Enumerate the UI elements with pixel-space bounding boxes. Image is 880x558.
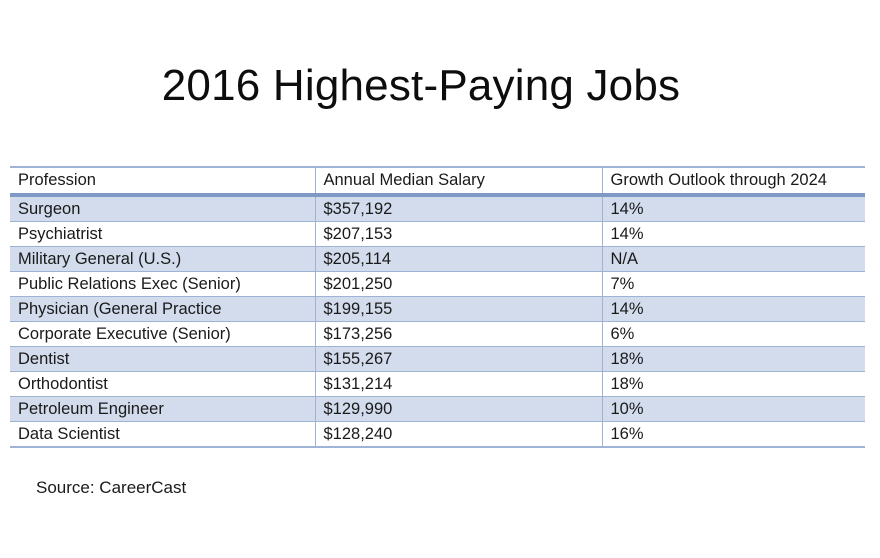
growth-cell: 18% <box>601 371 865 397</box>
header-profession: Profession <box>10 166 315 197</box>
salary-cell: $131,214 <box>314 371 602 397</box>
header-growth: Growth Outlook through 2024 <box>601 166 865 197</box>
salary-cell: $357,192 <box>314 195 602 222</box>
header-salary: Annual Median Salary <box>314 166 602 197</box>
growth-cell: 14% <box>601 221 865 247</box>
table-row: Petroleum Engineer $129,990 10% <box>10 396 865 422</box>
salary-cell: $129,990 <box>314 396 602 422</box>
salary-cell: $173,256 <box>314 321 602 347</box>
profession-cell: Military General (U.S.) <box>10 246 315 272</box>
profession-cell: Dentist <box>10 346 315 372</box>
profession-cell: Corporate Executive (Senior) <box>10 321 315 347</box>
growth-cell: 18% <box>601 346 865 372</box>
profession-cell: Psychiatrist <box>10 221 315 247</box>
table-row: Physician (General Practice $199,155 14% <box>10 296 865 322</box>
profession-cell: Data Scientist <box>10 421 315 448</box>
growth-cell: 6% <box>601 321 865 347</box>
salary-cell: $207,153 <box>314 221 602 247</box>
salary-cell: $199,155 <box>314 296 602 322</box>
growth-cell: N/A <box>601 246 865 272</box>
page-title: 2016 Highest-Paying Jobs <box>161 61 681 110</box>
table-row: Military General (U.S.) $205,114 N/A <box>10 246 865 272</box>
profession-cell: Physician (General Practice <box>10 296 315 322</box>
salary-cell: $128,240 <box>314 421 602 448</box>
table-header-row: Profession Annual Median Salary Growth O… <box>10 166 865 197</box>
table-row: Surgeon $357,192 14% <box>10 195 865 222</box>
salary-cell: $155,267 <box>314 346 602 372</box>
table-row: Data Scientist $128,240 16% <box>10 421 865 448</box>
table-row: Psychiatrist $207,153 14% <box>10 221 865 247</box>
growth-cell: 16% <box>601 421 865 448</box>
profession-cell: Surgeon <box>10 195 315 222</box>
table-row: Corporate Executive (Senior) $173,256 6% <box>10 321 865 347</box>
salary-cell: $201,250 <box>314 271 602 297</box>
table-row: Dentist $155,267 18% <box>10 346 865 372</box>
profession-cell: Petroleum Engineer <box>10 396 315 422</box>
source-note: Source: CareerCast <box>36 478 187 497</box>
growth-cell: 10% <box>601 396 865 422</box>
profession-cell: Public Relations Exec (Senior) <box>10 271 315 297</box>
salary-table: Profession Annual Median Salary Growth O… <box>10 166 865 448</box>
growth-cell: 7% <box>601 271 865 297</box>
table-row: Orthodontist $131,214 18% <box>10 371 865 397</box>
growth-cell: 14% <box>601 296 865 322</box>
table-row: Public Relations Exec (Senior) $201,250 … <box>10 271 865 297</box>
profession-cell: Orthodontist <box>10 371 315 397</box>
salary-cell: $205,114 <box>314 246 602 272</box>
growth-cell: 14% <box>601 195 865 222</box>
salary-table-container: Profession Annual Median Salary Growth O… <box>10 166 865 448</box>
